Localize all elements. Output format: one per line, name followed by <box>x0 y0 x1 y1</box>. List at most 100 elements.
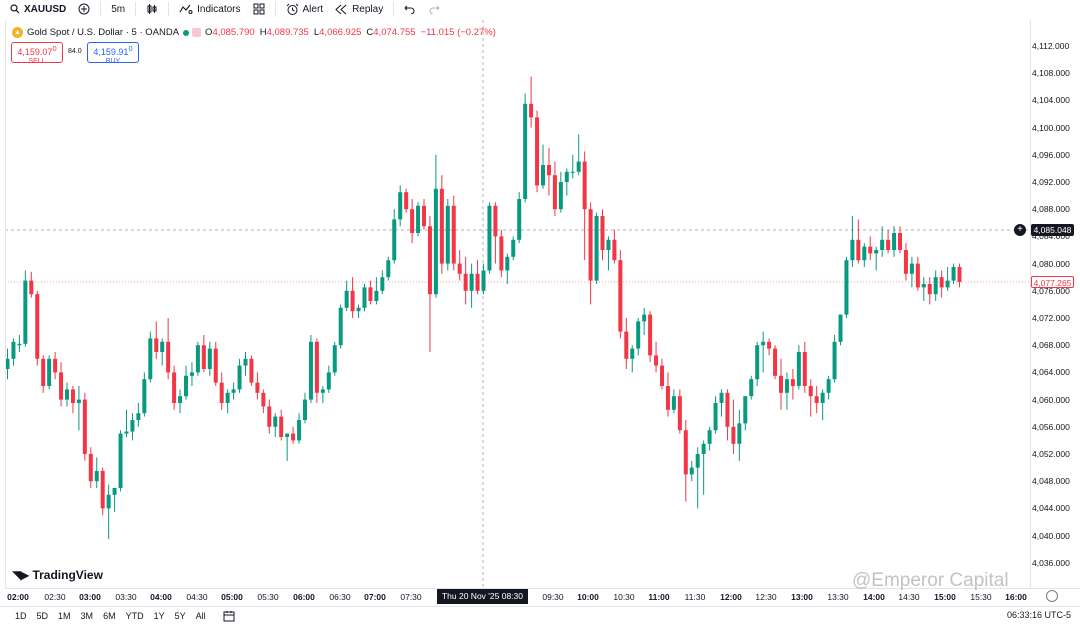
candle-body <box>23 280 28 344</box>
candle-body <box>130 420 135 432</box>
candle-body <box>582 161 587 210</box>
candle-body <box>469 273 474 291</box>
clock-timezone[interactable]: 06:33:16 UTC-5 <box>1006 610 1071 620</box>
candle-body <box>874 250 879 254</box>
time-tick-label: 03:30 <box>115 592 137 602</box>
range-button-all[interactable]: All <box>195 611 206 621</box>
price-tick-label: 4,084.000 <box>1032 231 1070 242</box>
candle-body <box>320 389 325 393</box>
add-alert-plus-icon[interactable]: + <box>1014 224 1026 236</box>
time-tick-label: 12:30 <box>755 592 777 602</box>
price-tick-label: 4,104.000 <box>1032 95 1070 106</box>
candle-body <box>779 375 783 393</box>
candles-icon <box>147 4 157 14</box>
indicators-button[interactable]: Indicators <box>173 0 246 18</box>
range-button-3m[interactable]: 3M <box>80 611 94 621</box>
candle-body <box>362 287 367 308</box>
candle-body <box>892 233 897 250</box>
range-button-1d[interactable]: 1D <box>15 611 27 621</box>
price-tick-label: 4,108.000 <box>1032 68 1070 79</box>
candle-body <box>219 382 224 403</box>
time-tick-label: 02:30 <box>44 592 66 602</box>
close-key: C <box>366 27 374 38</box>
candle-body <box>564 171 569 182</box>
candle-body <box>636 321 641 349</box>
gear-icon[interactable] <box>1046 590 1058 602</box>
candle-body <box>838 314 843 342</box>
time-tick-label: 02:00 <box>7 592 29 602</box>
range-button-5d[interactable]: 5D <box>36 611 49 621</box>
sell-button[interactable]: 4,159.070 SELL <box>11 42 63 65</box>
price-tick-label: 4,044.000 <box>1032 503 1070 514</box>
candle-body <box>731 426 736 444</box>
candle-body <box>630 348 635 359</box>
crosshair-price-label: 4,085.048 <box>1031 224 1074 236</box>
templates-button[interactable] <box>247 0 271 18</box>
price-tick-label: 4,052.000 <box>1032 449 1070 459</box>
candle-body <box>951 267 956 281</box>
toolbar-divider <box>393 2 395 16</box>
candle-body <box>356 307 361 312</box>
candle-body <box>886 239 891 250</box>
candle-body <box>529 103 534 118</box>
redo-button[interactable] <box>422 0 446 18</box>
candle-body <box>493 205 498 237</box>
alert-button[interactable]: Alert <box>280 0 330 18</box>
candle-body <box>166 341 171 373</box>
candle-body <box>642 314 647 322</box>
candle-body <box>945 280 950 288</box>
candle-body <box>392 219 397 261</box>
candle-body <box>350 290 355 312</box>
eye-icon[interactable] <box>192 28 202 37</box>
buy-price-pip: 0 <box>128 44 133 53</box>
range-button-ytd[interactable]: YTD <box>125 611 144 621</box>
candle-body <box>505 256 510 271</box>
symbol-search[interactable]: XAUUSD <box>0 0 72 18</box>
interval-button[interactable]: 5m <box>105 0 131 18</box>
candle-body <box>784 379 789 393</box>
range-button-1m[interactable]: 1M <box>58 611 71 621</box>
candle-body <box>273 416 278 427</box>
candle-body <box>499 236 504 271</box>
compare-button[interactable] <box>72 0 96 18</box>
candle-body <box>832 341 837 380</box>
candle-body <box>261 392 266 407</box>
undo-button[interactable] <box>398 0 422 18</box>
time-tick-label: 07:00 <box>364 592 386 602</box>
candle-body <box>594 216 599 281</box>
candle-body <box>677 396 682 431</box>
candle-body <box>291 433 296 441</box>
candle-body <box>862 246 867 261</box>
top-toolbar: XAUUSD 5m Indicators Alert Replay <box>0 0 1080 18</box>
candle-body <box>719 392 724 403</box>
candle-body <box>308 341 313 400</box>
candle-body <box>160 341 165 352</box>
price-tick-label: 4,080.000 <box>1032 258 1070 269</box>
range-button-1y[interactable]: 1Y <box>153 611 165 621</box>
range-button-5y[interactable]: 5Y <box>174 611 186 621</box>
candle-body <box>570 171 575 173</box>
price-tick-label: 4,064.000 <box>1032 367 1070 378</box>
close-value: 4,074.755 <box>373 27 416 38</box>
calendar-range-icon[interactable] <box>223 610 235 622</box>
candle-body <box>433 188 438 295</box>
candle-body <box>201 345 206 369</box>
candle-body <box>618 260 623 332</box>
range-selector: 1D 5D 1M 3M 6M YTD 1Y 5Y All <box>0 611 211 621</box>
candle-body <box>136 413 141 420</box>
buy-button[interactable]: 4,159.910 BUY <box>87 42 139 65</box>
bottom-bar-border <box>0 606 1080 607</box>
range-button-6m[interactable]: 6M <box>103 611 116 621</box>
time-tick-label: 06:30 <box>329 592 351 602</box>
candle-body <box>314 341 319 393</box>
replay-button[interactable]: Replay <box>329 0 389 18</box>
candle-body <box>374 290 379 301</box>
crosshair-time-label: Thu 20 Nov '25 08:30 <box>437 589 528 604</box>
candle-body <box>380 277 385 291</box>
price-tick-label: 4,072.000 <box>1032 313 1070 323</box>
time-tick-label: 13:00 <box>791 592 813 602</box>
candle-body <box>445 205 450 264</box>
chart-type-button[interactable] <box>140 0 164 18</box>
